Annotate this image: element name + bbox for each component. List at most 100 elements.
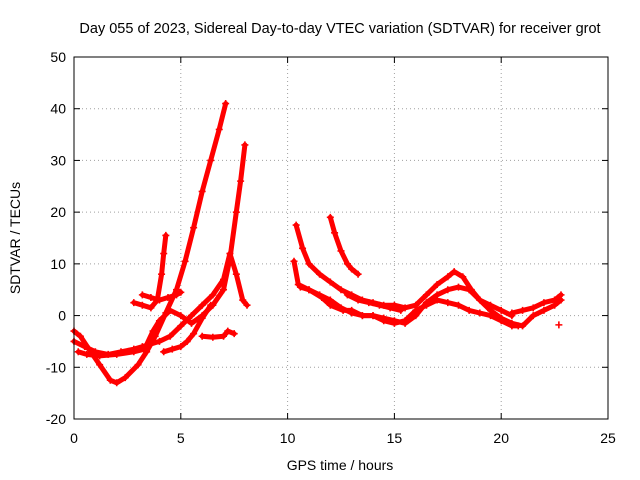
data-point bbox=[401, 317, 409, 325]
data-point bbox=[365, 299, 373, 307]
series-track-l bbox=[343, 291, 405, 314]
data-point bbox=[380, 317, 388, 325]
data-point bbox=[450, 268, 458, 276]
data-point bbox=[96, 352, 104, 360]
x-tick-label: 5 bbox=[177, 430, 185, 446]
data-point bbox=[422, 301, 430, 309]
data-point bbox=[354, 296, 362, 304]
data-point bbox=[316, 291, 324, 299]
data-point bbox=[190, 330, 198, 338]
data-point bbox=[138, 291, 146, 299]
grid-lines bbox=[74, 57, 608, 419]
data-point bbox=[497, 317, 505, 325]
data-point bbox=[296, 283, 304, 291]
data-point bbox=[401, 304, 409, 312]
data-point bbox=[316, 270, 324, 278]
data-point bbox=[326, 213, 334, 221]
data-point bbox=[337, 247, 345, 255]
x-axis-label: GPS time / hours bbox=[287, 457, 394, 473]
data-point bbox=[207, 156, 215, 164]
data-point bbox=[514, 322, 522, 330]
data-point bbox=[155, 337, 163, 345]
data-point bbox=[422, 291, 430, 299]
data-point bbox=[348, 265, 356, 273]
data-point bbox=[476, 296, 484, 304]
data-point bbox=[487, 312, 495, 320]
data-point bbox=[224, 327, 232, 335]
series-track-c bbox=[74, 141, 249, 360]
data-point bbox=[106, 376, 114, 384]
data-point bbox=[209, 333, 217, 341]
data-point bbox=[207, 301, 215, 309]
data-point bbox=[299, 244, 307, 252]
data-point bbox=[155, 296, 163, 304]
data-point bbox=[187, 312, 195, 320]
data-point bbox=[465, 286, 473, 294]
y-tick-label: 40 bbox=[50, 101, 66, 117]
data-point bbox=[81, 343, 89, 351]
data-point bbox=[239, 296, 247, 304]
axis-ticks: 0 5 10 15 20 25 -20 -10 0 10 20 30 40 50 bbox=[46, 49, 616, 446]
data-point bbox=[130, 299, 138, 307]
data-point bbox=[433, 296, 441, 304]
series-trace bbox=[199, 328, 237, 340]
data-point bbox=[177, 288, 185, 296]
data-point bbox=[138, 301, 146, 309]
data-point bbox=[454, 301, 462, 309]
data-point bbox=[76, 332, 84, 340]
y-tick-label: 20 bbox=[50, 204, 66, 220]
series-track-e bbox=[138, 288, 185, 304]
data-point bbox=[164, 293, 172, 301]
data-point bbox=[237, 177, 245, 185]
data-point bbox=[177, 312, 185, 320]
data-point bbox=[158, 270, 166, 278]
data-point bbox=[497, 306, 505, 314]
series-trace bbox=[297, 284, 521, 329]
data-point bbox=[529, 304, 537, 312]
data-point bbox=[220, 286, 228, 294]
data-point bbox=[459, 273, 467, 281]
series-track-n bbox=[555, 321, 563, 329]
plot-frame bbox=[73, 56, 609, 420]
data-point bbox=[113, 379, 121, 387]
data-point bbox=[555, 321, 563, 329]
data-point bbox=[465, 306, 473, 314]
data-point bbox=[113, 350, 121, 358]
data-point bbox=[177, 343, 185, 351]
data-point bbox=[209, 291, 217, 299]
series-track-m bbox=[508, 291, 565, 317]
data-point bbox=[147, 304, 155, 312]
data-point bbox=[444, 299, 452, 307]
data-point bbox=[155, 317, 163, 325]
data-point bbox=[331, 229, 339, 237]
y-tick-label: 0 bbox=[58, 308, 66, 324]
data-point bbox=[375, 301, 383, 309]
data-point bbox=[390, 319, 398, 327]
y-tick-label: 30 bbox=[50, 152, 66, 168]
series-trace bbox=[327, 214, 361, 277]
series-track-j bbox=[296, 283, 522, 330]
data-point bbox=[220, 332, 228, 340]
data-point bbox=[476, 309, 484, 317]
data-point bbox=[519, 306, 527, 314]
y-tick-label: -10 bbox=[46, 359, 66, 375]
data-point bbox=[226, 255, 234, 263]
data-point bbox=[181, 257, 189, 265]
data-point bbox=[96, 361, 104, 369]
data-point bbox=[508, 322, 516, 330]
data-series bbox=[70, 100, 565, 387]
data-point bbox=[305, 286, 313, 294]
data-point bbox=[215, 125, 223, 133]
data-point bbox=[337, 286, 345, 294]
data-point bbox=[166, 306, 174, 314]
series-track-g bbox=[198, 327, 238, 341]
data-point bbox=[232, 208, 240, 216]
data-point bbox=[348, 309, 356, 317]
data-point bbox=[230, 330, 238, 338]
data-point bbox=[290, 257, 298, 265]
series-track-k bbox=[326, 213, 362, 278]
data-point bbox=[343, 291, 351, 299]
data-point bbox=[222, 100, 230, 108]
data-point bbox=[540, 306, 548, 314]
